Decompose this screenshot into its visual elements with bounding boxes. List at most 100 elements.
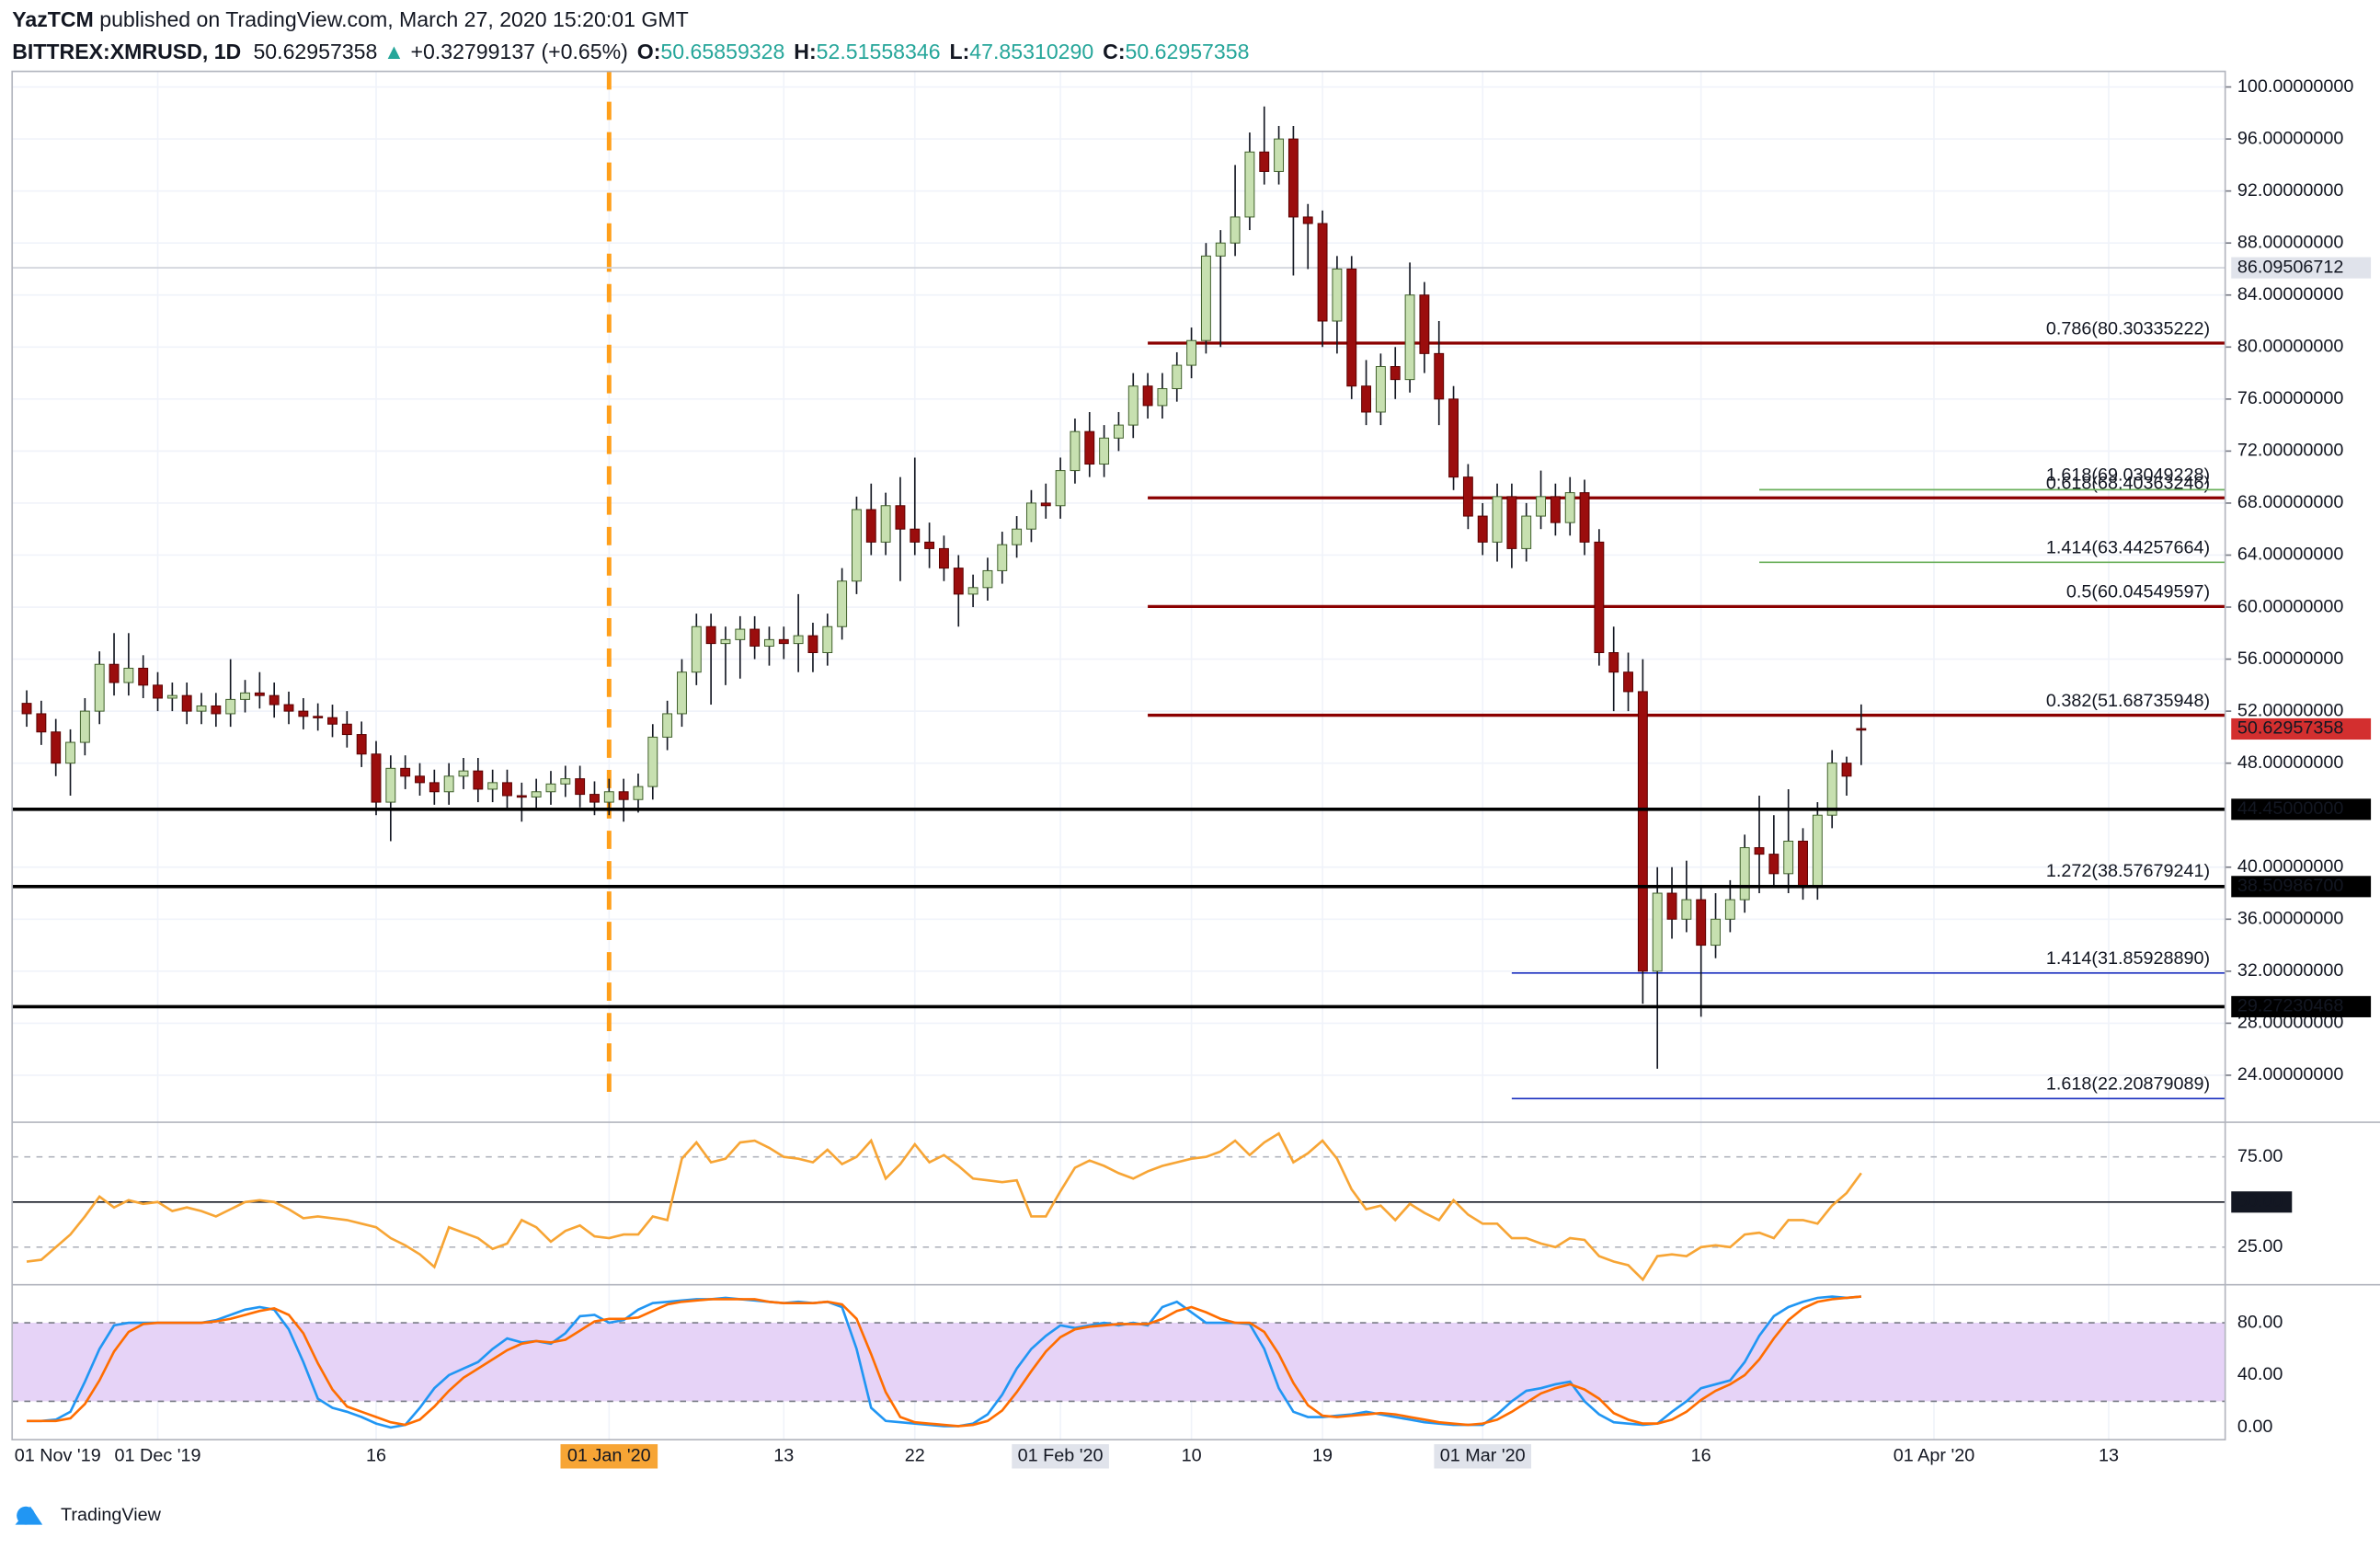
x-tick-label: 19 xyxy=(1312,1446,1333,1466)
candle-body xyxy=(1361,385,1372,413)
candle-body xyxy=(458,770,469,777)
candle-body xyxy=(662,713,673,738)
support-label-box xyxy=(2231,798,2372,820)
candle-body xyxy=(1200,255,1211,341)
candle-body xyxy=(211,705,222,715)
candle-body xyxy=(953,568,964,595)
band xyxy=(12,1323,2226,1402)
candle-body xyxy=(1274,138,1285,172)
candle-body xyxy=(166,694,177,699)
candle-body xyxy=(269,694,280,706)
candle-body xyxy=(1798,840,1808,888)
y-tick-label: 100.00000000 xyxy=(2237,76,2354,97)
candle-body xyxy=(938,547,949,569)
x-tick-label: 16 xyxy=(1691,1446,1711,1466)
x-tick-label: 13 xyxy=(2099,1446,2119,1466)
candle-body xyxy=(1724,899,1735,920)
candle-body xyxy=(1302,216,1313,224)
candle-body xyxy=(1754,847,1765,855)
y-tick-label: 36.00000000 xyxy=(2237,909,2344,929)
candle-body xyxy=(1332,268,1343,322)
y-tick-label: 60.00000000 xyxy=(2237,596,2344,616)
logo: TradingView xyxy=(15,1505,162,1525)
candle-body xyxy=(1434,352,1445,400)
candle-body xyxy=(1404,294,1415,381)
y-tick-label: 72.00000000 xyxy=(2237,441,2344,461)
candle-body xyxy=(1477,515,1488,543)
candle-body xyxy=(65,741,75,764)
candle-body xyxy=(1025,502,1036,530)
candle-body xyxy=(1856,728,1867,731)
candle-body xyxy=(1070,430,1081,472)
candle-body xyxy=(502,782,512,797)
candle-body xyxy=(1739,847,1750,901)
arrow: ▲ xyxy=(383,40,405,63)
x-tick-label: 01 Jan '20 xyxy=(567,1446,651,1466)
candle-body xyxy=(735,628,746,640)
ohlc-key: H: xyxy=(794,40,816,63)
candle-body xyxy=(880,505,891,543)
candle-body xyxy=(1259,151,1270,172)
candle-body xyxy=(1040,502,1051,507)
candle-body xyxy=(1230,216,1241,244)
candle-body xyxy=(967,587,978,595)
change: +0.32799137 (+0.65%) xyxy=(410,40,627,63)
candle-body xyxy=(1521,515,1532,549)
candle-body xyxy=(1157,388,1168,407)
candle-body xyxy=(982,569,993,589)
candle-body xyxy=(298,710,309,717)
ohlc-key: O: xyxy=(637,40,661,63)
candle-body xyxy=(21,703,32,715)
x-tick-label: 01 Nov '19 xyxy=(15,1446,101,1466)
fib-label: 1.414(31.85928890) xyxy=(2046,948,2210,969)
candle-body xyxy=(79,710,90,743)
candle-body xyxy=(1564,492,1575,523)
candle-body xyxy=(807,635,818,653)
ohlc-value: 50.62957358 xyxy=(1126,40,1250,63)
candle-body xyxy=(225,698,236,715)
candle-body xyxy=(560,778,571,785)
candle-body xyxy=(1711,918,1721,947)
candle-body xyxy=(895,505,906,530)
x-tick-label: 16 xyxy=(366,1446,386,1466)
x-tick-label: 01 Mar '20 xyxy=(1440,1446,1526,1466)
candle-body xyxy=(1317,223,1328,322)
candle-body xyxy=(138,667,149,686)
ohlc-key: L: xyxy=(949,40,969,63)
candle-body xyxy=(196,705,207,712)
x-tick-label: 10 xyxy=(1182,1446,1202,1466)
candle-body xyxy=(618,791,629,800)
candle-body xyxy=(1536,496,1546,517)
candle-body xyxy=(1287,138,1299,218)
y-tick-label: 68.00000000 xyxy=(2237,492,2344,512)
y-tick-label: 52.00000000 xyxy=(2237,700,2344,720)
candle-body xyxy=(603,791,614,803)
candle-body xyxy=(1142,385,1153,407)
candle-body xyxy=(924,541,935,549)
candle-body xyxy=(1841,763,1852,777)
last-price: 50.62957358 xyxy=(253,40,377,63)
candle-body xyxy=(1127,385,1139,426)
candle-body xyxy=(1012,528,1023,545)
ohlc-key: C: xyxy=(1103,40,1125,63)
y-tick-label: 92.00000000 xyxy=(2237,180,2344,201)
ohlc-value: 52.51558346 xyxy=(817,40,941,63)
fib-label: 0.618(68.40363246) xyxy=(2046,474,2210,494)
candle-body xyxy=(1768,854,1779,875)
y-tick-label: 84.00000000 xyxy=(2237,284,2344,304)
y-tick-label: 40.00000000 xyxy=(2237,856,2344,877)
candle-body xyxy=(910,528,921,543)
last-price-box xyxy=(2231,717,2372,740)
candle-body xyxy=(385,767,396,803)
y-tick-box xyxy=(2231,1191,2293,1213)
candle-body xyxy=(153,684,163,699)
y-tick-label: 88.00000000 xyxy=(2237,232,2344,252)
candle-body xyxy=(1186,339,1197,366)
candle-body xyxy=(1172,364,1183,390)
x-tick-box xyxy=(1434,1444,1532,1469)
candle-body xyxy=(1055,470,1066,507)
candle-body xyxy=(429,782,440,793)
candle-body xyxy=(283,704,294,712)
